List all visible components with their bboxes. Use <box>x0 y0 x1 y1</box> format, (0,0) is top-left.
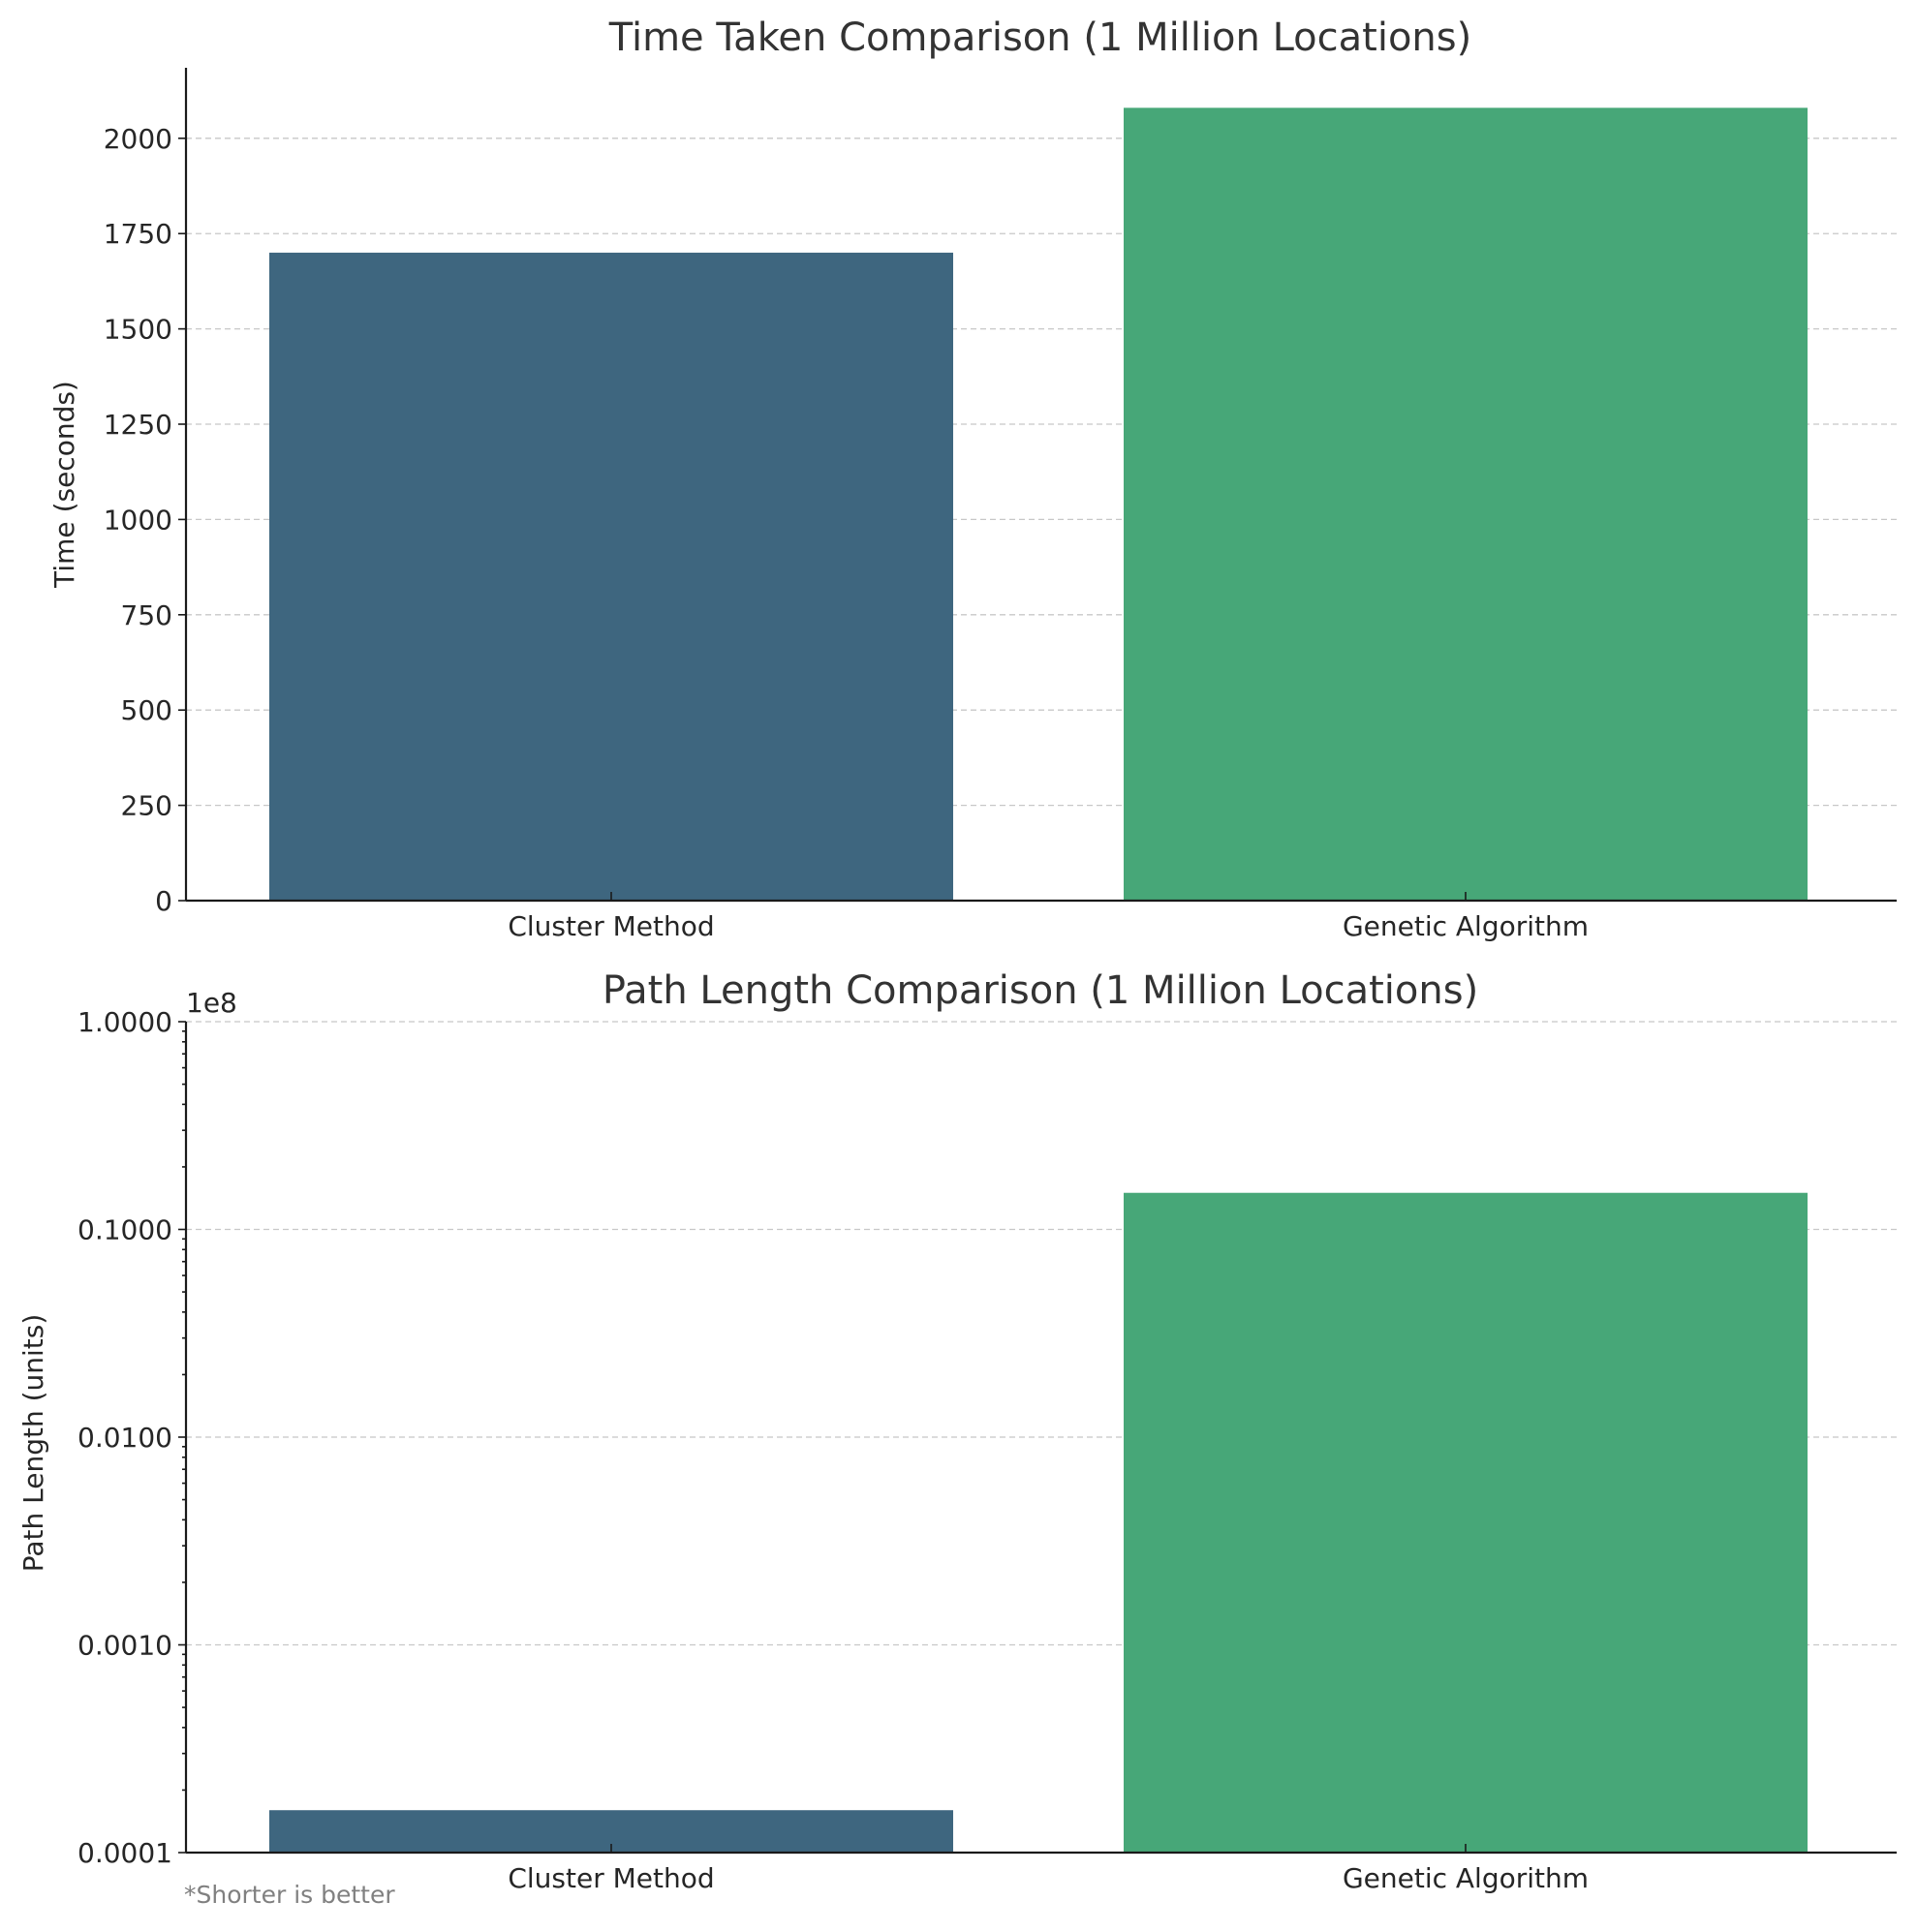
path-chart-footnote: *Shorter is better <box>184 1881 395 1909</box>
time-chart-y-tick-label: 1500 <box>104 314 172 346</box>
path-chart-y-tick-label: 0.1000 <box>77 1214 172 1246</box>
path-chart-y-tick-label: 0.0010 <box>77 1630 172 1662</box>
path-chart: Path Length Comparison (1 Million Locati… <box>17 968 1897 1909</box>
time-chart-y-tick-label: 250 <box>121 790 172 822</box>
time-chart-y-ticks: 0 250 500 750 1000 1250 1500 1750 2000 <box>104 123 186 917</box>
path-chart-y-tick-label: 1.0000 <box>77 1006 172 1038</box>
time-chart-x-tick-label: Cluster Method <box>508 910 714 942</box>
time-chart-bars <box>269 107 1808 902</box>
path-chart-offset-label: 1e8 <box>186 987 237 1019</box>
time-chart-y-tick-label: 2000 <box>104 123 172 155</box>
time-chart-x-ticks: Cluster Method Genetic Algorithm <box>508 892 1589 942</box>
time-chart-y-tick-label: 1250 <box>104 409 172 441</box>
time-chart-ylabel: Time (seconds) <box>48 381 80 589</box>
time-chart-title: Time Taken Comparison (1 Million Locatio… <box>608 15 1471 60</box>
time-chart: Time Taken Comparison (1 Million Locatio… <box>48 15 1897 942</box>
time-chart-y-tick-label: 1000 <box>104 504 172 536</box>
time-chart-x-tick-label: Genetic Algorithm <box>1343 910 1589 942</box>
path-chart-y-tick-label: 0.0100 <box>77 1422 172 1454</box>
path-chart-ylabel: Path Length (units) <box>17 1314 49 1573</box>
path-chart-y-tick-label: 0.0001 <box>77 1837 172 1869</box>
time-chart-bar-cluster-method <box>269 252 953 901</box>
time-chart-y-tick-label: 750 <box>121 599 172 631</box>
time-chart-y-tick-label: 1750 <box>104 218 172 250</box>
time-chart-bar-genetic-algorithm <box>1124 107 1808 902</box>
path-chart-x-ticks: Cluster Method Genetic Algorithm <box>508 1844 1589 1894</box>
time-chart-y-tick-label: 0 <box>155 885 172 917</box>
path-chart-title: Path Length Comparison (1 Million Locati… <box>603 968 1478 1013</box>
path-chart-bar-genetic-algorithm <box>1124 1192 1808 1853</box>
path-chart-bars <box>269 1192 1808 1853</box>
time-chart-y-tick-label: 500 <box>121 694 172 726</box>
path-chart-x-tick-label: Genetic Algorithm <box>1343 1862 1589 1894</box>
path-chart-x-tick-label: Cluster Method <box>508 1862 714 1894</box>
path-chart-y-ticks: 0.0001 0.0010 0.0100 0.1000 1.0000 <box>77 1006 186 1869</box>
